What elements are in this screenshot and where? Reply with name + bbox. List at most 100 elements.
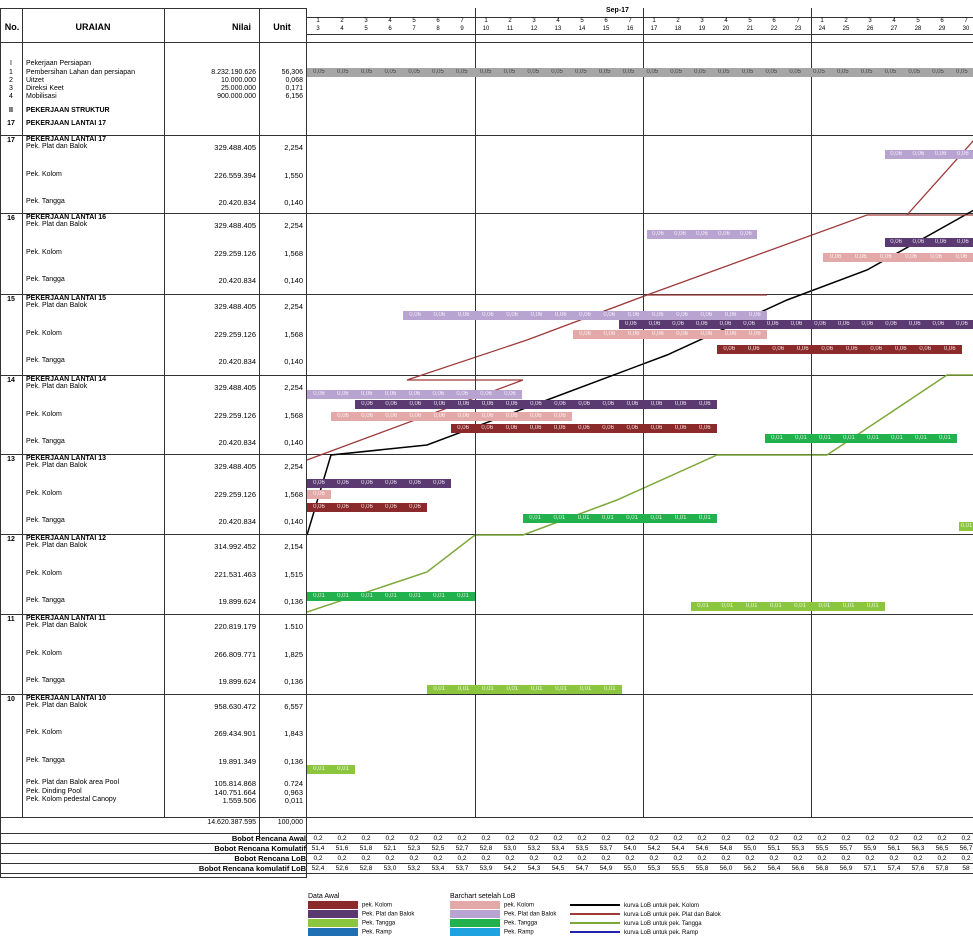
bar-value: 0,05	[622, 69, 635, 75]
footer-value: 54,9	[599, 865, 613, 872]
footer-label: Bobot Rencana komulatif LoB	[198, 864, 306, 873]
date-number: 27	[890, 26, 898, 32]
bar-plat-lob: 0,06 0,06 0,06 0,06	[885, 150, 973, 159]
bar-value: 0,06	[336, 391, 349, 397]
footer-value: 51,8	[359, 845, 373, 852]
item-nilai: 19.899.624	[218, 597, 256, 606]
day-number: 2	[340, 18, 344, 24]
bar-kolom-lob: 0,06 0,06 0,06 0,06 0,06 0,06	[823, 253, 973, 262]
footer-value: 0,2	[937, 835, 947, 842]
bar-value: 0,01	[433, 593, 445, 599]
item-name: Pek. Kolom	[26, 570, 62, 577]
row-uraian: Direksi Keet	[26, 85, 64, 92]
bar-kolom-lob: 0,06	[307, 490, 331, 499]
footer-value: 52,8	[479, 845, 493, 852]
item-unit: 1,568	[284, 249, 303, 258]
row-nilai: 10.000.000	[220, 77, 256, 84]
bar-value: 0,05	[646, 69, 659, 75]
footer-value: 0,2	[505, 835, 515, 842]
footer-value: 0,2	[961, 855, 971, 862]
footer-value: 55,5	[815, 845, 829, 852]
footer-value: 52,7	[455, 845, 469, 852]
item-nilai: 105.814.868	[214, 779, 256, 788]
bar-value: 0,06	[529, 413, 542, 419]
item-name: Pek. Plat dan Balok	[26, 383, 88, 390]
bar-tangga-awal: 0,01 0,01	[307, 765, 355, 774]
bar-value: 0,06	[554, 401, 566, 407]
row-nilai: 900.000.000	[217, 93, 256, 100]
footer-value: 57,6	[911, 865, 925, 872]
bar-value: 0,06	[457, 413, 470, 419]
footer-value: 0,2	[385, 835, 395, 842]
day-number: 1	[484, 18, 488, 24]
item-nilai: 314.992.452	[214, 542, 256, 551]
bar-value: 0,05	[670, 69, 682, 75]
bar-tangga-awal: 0,01 0,01 0,01 0,01 0,01 0,01 0,01 0,01	[427, 685, 622, 694]
bar-value: 0,06	[554, 312, 567, 318]
legend-label: Pek. Plat dan Balok	[504, 911, 557, 918]
bar-value: 0,06	[651, 312, 664, 318]
floor-no: 16	[7, 215, 15, 222]
bar-value: 0,05	[813, 69, 825, 75]
date-number: 30	[962, 26, 970, 32]
day-number: 3	[700, 18, 704, 24]
bar-value: 0,06	[740, 231, 752, 237]
item-unit: 1,568	[284, 330, 303, 339]
item-name: Pek. Tangga	[26, 357, 65, 364]
item-unit: 2,254	[284, 302, 303, 311]
item-unit: 1,550	[284, 171, 303, 180]
bar-value: 0,01	[867, 603, 879, 609]
date-number: 29	[938, 26, 946, 32]
bar-value: 0,06	[861, 321, 874, 327]
day-number: 2	[844, 18, 848, 24]
footer-value: 53,2	[527, 845, 541, 852]
item-nilai: 269.434.901	[214, 729, 256, 738]
footer-value: 0,2	[841, 835, 851, 842]
bar-value: 0,01	[457, 686, 470, 692]
date-number: 15	[602, 26, 610, 32]
gantt-area: 0,05 0,05 0,05 0,05 0,05 0,05 0,05 0,05 0,05 0,05…	[306, 8, 973, 878]
item-name: Pek. Tangga	[26, 517, 65, 524]
item-name: Pek. Kolom	[26, 330, 62, 337]
bar-value: 0,06	[790, 321, 803, 327]
legend-swatch	[450, 919, 500, 927]
bar-value: 0,06	[457, 401, 470, 407]
footer-value: 0,2	[601, 855, 611, 862]
bar-value: 0,06	[930, 254, 943, 260]
date-number: 9	[460, 26, 464, 32]
bar-value: 0,06	[456, 391, 469, 397]
bar-value: 0,06	[698, 425, 711, 431]
bar-value: 0,05	[789, 69, 801, 75]
bar-value: 0,01	[409, 593, 421, 599]
bar-value: 0,06	[912, 239, 925, 245]
day-number: 5	[580, 18, 584, 24]
footer-value: 0,2	[409, 855, 419, 862]
date-number: 25	[842, 26, 850, 32]
footer-value: 55,9	[863, 845, 877, 852]
item-name: Pek. Plat dan Balok	[26, 302, 88, 309]
footer-value: 0,2	[769, 855, 779, 862]
row-no: 4	[9, 93, 13, 100]
bar-tangga-lob: 0,01 0,01 0,01 0,01 0,01 0,01 0,01 0,01	[765, 434, 957, 443]
footer-value: 54,5	[551, 865, 565, 872]
item-name: Pek. Tangga	[26, 757, 65, 764]
footer-value: 53,9	[479, 865, 493, 872]
bar-tangga-awal: 0,01 0,01 0,01 0,01 0,01 0,01 0,01 0,01	[691, 602, 885, 611]
bar-value: 0,06	[695, 321, 708, 327]
legend-line	[570, 904, 620, 907]
date-number: 7	[412, 26, 416, 32]
footer-value: 53,4	[431, 865, 445, 872]
legend-item: kurva LoB untuk pek. Tangga	[570, 920, 721, 929]
bar-value: 0,06	[481, 425, 494, 431]
bar-value: 0,06	[723, 346, 736, 352]
item-unit: 0,140	[284, 276, 303, 285]
bar-value: 0,06	[912, 151, 925, 157]
bar-plat-awal: 0,06 0,06 0,06 0,06 0,06 0,06	[307, 479, 451, 488]
legend-data-awal: Data Awal pek. Kolom Pek. Plat dan Balok P…	[308, 893, 414, 937]
footer-row: Bobot Rencana komulatif LoB 52,4 52,6 52,8 5…	[0, 863, 973, 873]
footer-value: 52,5	[431, 845, 445, 852]
bar-value: 0,06	[409, 312, 421, 318]
bar-value: 0,01	[626, 515, 638, 521]
bar-value: 0,06	[749, 331, 761, 337]
floor-title: PEKERJAAN LANTAI 16	[26, 214, 106, 221]
